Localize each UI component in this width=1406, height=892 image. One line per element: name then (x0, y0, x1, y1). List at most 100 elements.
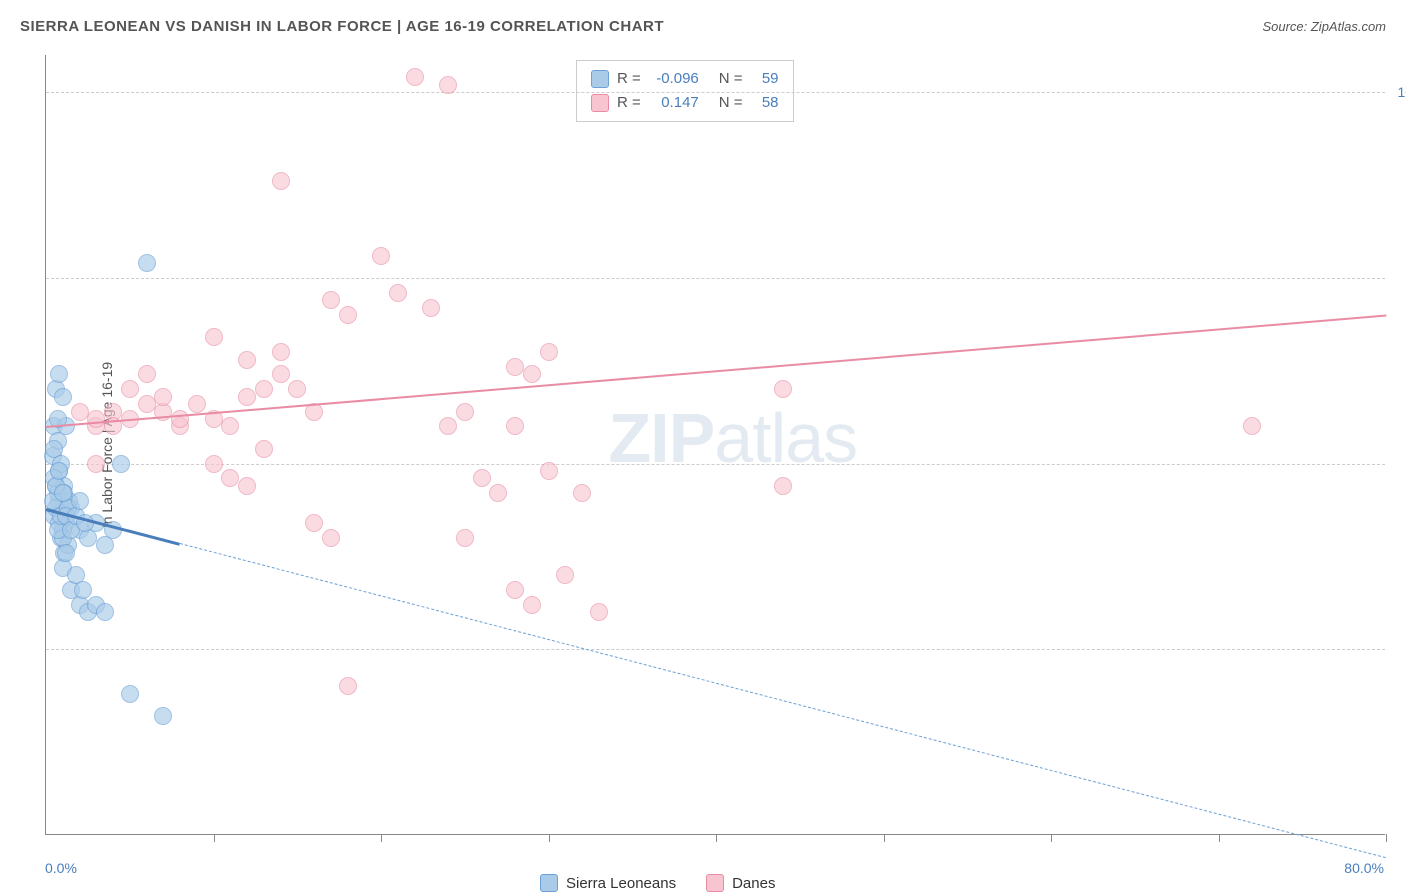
data-point-danes (121, 380, 139, 398)
stats-row-sierra: R = -0.096 N = 59 (591, 67, 779, 91)
x-axis-origin: 0.0% (45, 860, 77, 876)
data-point-sierra (54, 388, 72, 406)
data-point-danes (138, 365, 156, 383)
data-point-danes (556, 566, 574, 584)
legend-label-sierra: Sierra Leoneans (566, 875, 676, 892)
data-point-danes (255, 440, 273, 458)
data-point-sierra (121, 685, 139, 703)
r-value-danes: 0.147 (649, 91, 699, 115)
data-point-sierra (50, 365, 68, 383)
swatch-sierra (591, 70, 609, 88)
data-point-danes (774, 477, 792, 495)
stats-legend: R = -0.096 N = 59 R = 0.147 N = 58 (576, 60, 794, 122)
data-point-danes (288, 380, 306, 398)
legend-item-sierra: Sierra Leoneans (540, 874, 676, 892)
n-value-danes: 58 (751, 91, 779, 115)
data-point-danes (154, 388, 172, 406)
legend-label-danes: Danes (732, 875, 775, 892)
x-tick (381, 834, 382, 842)
data-point-danes (221, 469, 239, 487)
data-point-danes (188, 395, 206, 413)
stats-row-danes: R = 0.147 N = 58 (591, 91, 779, 115)
data-point-sierra (50, 462, 68, 480)
data-point-danes (339, 306, 357, 324)
y-tick-label: 50.0% (1390, 456, 1406, 472)
data-point-danes (473, 469, 491, 487)
data-point-danes (272, 365, 290, 383)
legend-item-danes: Danes (706, 874, 775, 892)
data-point-danes (523, 365, 541, 383)
data-point-danes (272, 343, 290, 361)
data-point-sierra (54, 484, 72, 502)
data-point-danes (205, 455, 223, 473)
data-point-danes (540, 343, 558, 361)
data-point-danes (456, 403, 474, 421)
data-point-danes (456, 529, 474, 547)
data-point-danes (506, 581, 524, 599)
data-point-danes (439, 76, 457, 94)
data-point-danes (1243, 417, 1261, 435)
data-point-danes (138, 395, 156, 413)
x-tick (716, 834, 717, 842)
data-point-danes (590, 603, 608, 621)
data-point-danes (305, 514, 323, 532)
data-point-sierra (138, 254, 156, 272)
data-point-danes (87, 410, 105, 428)
chart-header: SIERRA LEONEAN VS DANISH IN LABOR FORCE … (20, 18, 1386, 35)
data-point-sierra (57, 544, 75, 562)
plot-area: In Labor Force | Age 16-19 ZIPatlas R = … (45, 55, 1385, 835)
watermark: ZIPatlas (608, 398, 857, 478)
x-tick (884, 834, 885, 842)
trend-line (180, 543, 1386, 858)
x-tick (1386, 834, 1387, 842)
y-tick-label: 100.0% (1390, 84, 1406, 100)
data-point-danes (238, 388, 256, 406)
data-point-danes (573, 484, 591, 502)
data-point-danes (87, 455, 105, 473)
gridline (46, 278, 1385, 279)
data-point-danes (506, 417, 524, 435)
x-tick (214, 834, 215, 842)
swatch-danes (591, 94, 609, 112)
x-tick (549, 834, 550, 842)
data-point-danes (71, 403, 89, 421)
y-axis-label: In Labor Force | Age 16-19 (99, 361, 115, 527)
data-point-danes (422, 299, 440, 317)
data-point-sierra (112, 455, 130, 473)
chart-title: SIERRA LEONEAN VS DANISH IN LABOR FORCE … (20, 18, 664, 35)
data-point-danes (238, 351, 256, 369)
x-axis-max: 80.0% (1344, 860, 1384, 876)
x-tick (1051, 834, 1052, 842)
data-point-sierra (71, 492, 89, 510)
legend-swatch-danes (706, 874, 724, 892)
data-point-danes (272, 172, 290, 190)
gridline (46, 464, 1385, 465)
data-point-danes (540, 462, 558, 480)
data-point-danes (322, 291, 340, 309)
data-point-sierra (154, 707, 172, 725)
data-point-danes (406, 68, 424, 86)
trend-line (46, 315, 1386, 428)
series-legend: Sierra Leoneans Danes (540, 874, 775, 892)
chart-source: Source: ZipAtlas.com (1262, 19, 1386, 34)
data-point-danes (523, 596, 541, 614)
data-point-danes (489, 484, 507, 502)
gridline (46, 92, 1385, 93)
data-point-danes (238, 477, 256, 495)
data-point-danes (439, 417, 457, 435)
gridline (46, 649, 1385, 650)
data-point-danes (205, 328, 223, 346)
data-point-danes (506, 358, 524, 376)
data-point-danes (372, 247, 390, 265)
data-point-danes (221, 417, 239, 435)
x-tick (1219, 834, 1220, 842)
legend-swatch-sierra (540, 874, 558, 892)
data-point-sierra (74, 581, 92, 599)
data-point-danes (339, 677, 357, 695)
data-point-danes (171, 410, 189, 428)
r-value-sierra: -0.096 (649, 67, 699, 91)
data-point-danes (255, 380, 273, 398)
y-tick-label: 75.0% (1390, 270, 1406, 286)
data-point-danes (389, 284, 407, 302)
n-value-sierra: 59 (751, 67, 779, 91)
